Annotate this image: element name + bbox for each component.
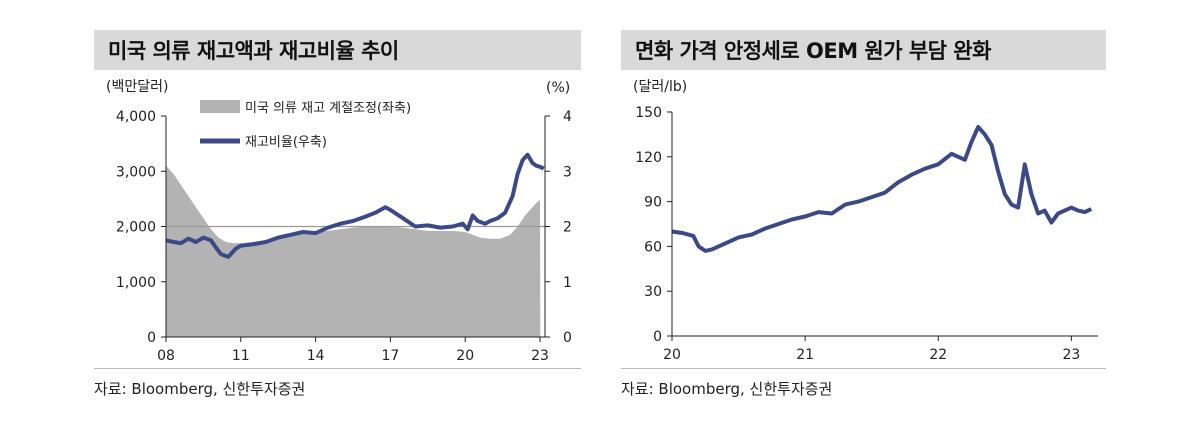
x-tick-label: 11 — [232, 348, 250, 364]
inventory-chart-legend: 미국 의류 재고 계절조정(좌축) 재고비율(우축) — [200, 100, 411, 150]
cotton-chart-panel: 면화 가격 안정세로 OEM 원가 부담 완화 (달러/lb) 자료: Bloo… — [621, 0, 1106, 427]
y-tick-label: 30 — [644, 284, 662, 300]
x-tick-label: 21 — [796, 347, 814, 363]
left-axis-unit: (백만달러) — [106, 79, 169, 95]
x-tick-label: 23 — [531, 348, 549, 364]
y-left-tick-label: 2,000 — [116, 220, 156, 236]
cotton-chart-source: 자료: Bloomberg, 신한투자증권 — [621, 380, 833, 398]
ratio-line-layer — [165, 152, 545, 259]
x-tick-label: 23 — [1062, 347, 1080, 363]
x-tick-label: 08 — [157, 348, 175, 364]
inventory-chart-title: 미국 의류 재고액과 재고비율 추이 — [108, 39, 399, 63]
cotton-chart-title: 면화 가격 안정세로 OEM 원가 부담 완화 — [635, 39, 991, 63]
x-tick-label: 22 — [929, 347, 947, 363]
inventory-chart-source: 자료: Bloomberg, 신한투자증권 — [94, 380, 306, 398]
x-tick-label: 17 — [381, 348, 399, 364]
y-tick-label: 150 — [635, 105, 662, 121]
x-tick-label: 14 — [307, 348, 325, 364]
cotton-price-line — [671, 124, 1093, 253]
cotton-line-layer — [671, 124, 1093, 253]
cotton-chart-axes: 150 120 90 60 30 020 21 22 23 — [635, 105, 1098, 363]
inventory-area-layer — [166, 165, 541, 337]
y-left-tick-label: 3,000 — [116, 164, 156, 180]
y-right-tick-label: 4 — [563, 109, 572, 125]
y-tick-label: 90 — [644, 195, 662, 211]
x-tick-label: 20 — [456, 348, 474, 364]
x-tick-label: 20 — [663, 347, 681, 363]
y-left-tick-label: 4,000 — [116, 109, 156, 125]
y-right-tick-label: 3 — [563, 164, 572, 180]
inventory-chart-panel: 미국 의류 재고액과 재고비율 추이 (백만달러) (%) 자료: Bloomb… — [94, 0, 581, 427]
cotton-axis-unit: (달러/lb) — [633, 79, 688, 95]
y-left-tick-label: 0 — [147, 330, 156, 346]
legend-swatch-inventory — [200, 100, 240, 113]
y-right-tick-label: 2 — [563, 220, 572, 236]
ratio-line — [165, 152, 545, 259]
right-axis-unit: (%) — [546, 80, 571, 96]
y-tick-label: 0 — [653, 329, 662, 345]
legend-label-inventory: 미국 의류 재고 계절조정(좌축) — [245, 101, 411, 116]
inventory-area — [166, 165, 541, 337]
cotton-chart-bottom-rule — [621, 368, 1106, 369]
inventory-chart-title-bar: 미국 의류 재고액과 재고비율 추이 — [94, 30, 581, 70]
y-tick-label: 120 — [635, 150, 662, 166]
legend-label-ratio: 재고비율(우축) — [245, 135, 327, 150]
y-tick-label: 60 — [644, 239, 662, 255]
y-right-tick-label: 0 — [563, 330, 572, 346]
y-left-tick-label: 1,000 — [116, 275, 156, 291]
cotton-chart-title-bar: 면화 가격 안정세로 OEM 원가 부담 완화 — [621, 30, 1106, 70]
y-right-tick-label: 1 — [563, 275, 572, 291]
inventory-chart-bottom-rule — [94, 368, 581, 369]
